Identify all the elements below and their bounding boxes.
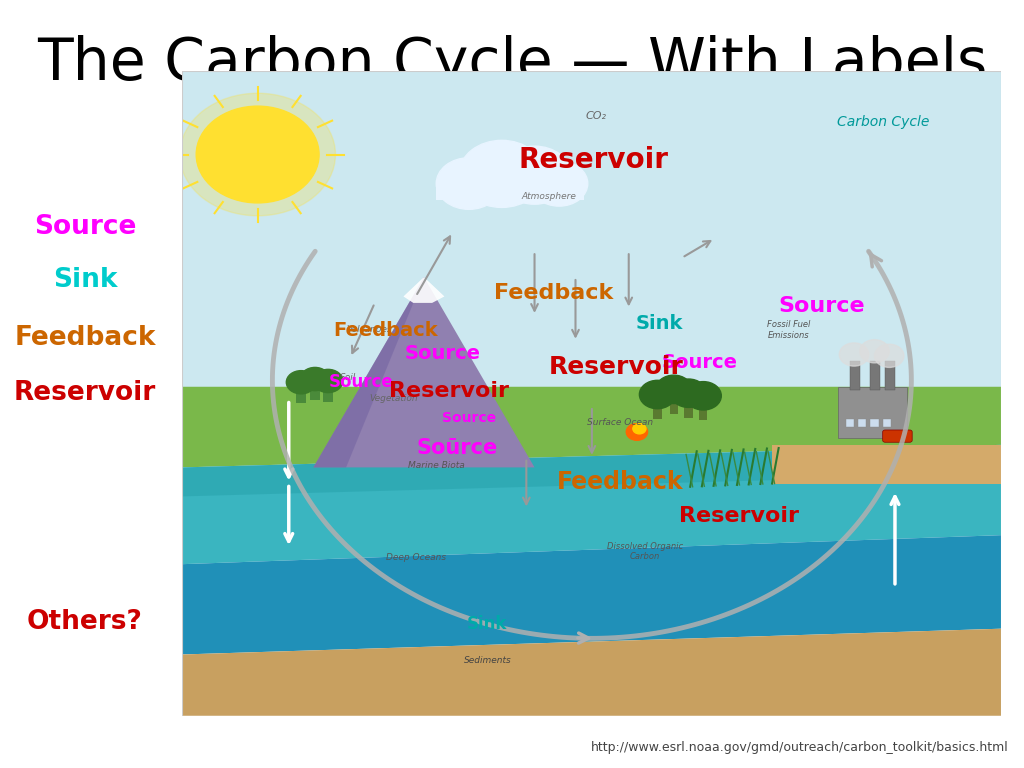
FancyBboxPatch shape bbox=[310, 383, 319, 399]
Text: Sink: Sink bbox=[53, 267, 117, 293]
FancyBboxPatch shape bbox=[296, 387, 306, 403]
Circle shape bbox=[860, 339, 889, 363]
FancyBboxPatch shape bbox=[670, 393, 678, 414]
Polygon shape bbox=[264, 277, 559, 468]
Circle shape bbox=[313, 369, 343, 392]
Text: Sink: Sink bbox=[635, 314, 683, 333]
Circle shape bbox=[655, 375, 692, 403]
FancyBboxPatch shape bbox=[324, 386, 333, 402]
Text: Sediments: Sediments bbox=[464, 657, 512, 665]
Bar bbox=[870, 361, 881, 390]
Circle shape bbox=[436, 157, 502, 210]
Circle shape bbox=[530, 161, 588, 206]
Polygon shape bbox=[182, 629, 1001, 716]
Text: Vegetation: Vegetation bbox=[370, 394, 418, 403]
Bar bbox=[885, 361, 895, 390]
Circle shape bbox=[498, 146, 571, 204]
Text: Source: Source bbox=[34, 214, 136, 240]
Text: Soūrce: Soūrce bbox=[416, 438, 498, 458]
Circle shape bbox=[633, 423, 646, 434]
Text: Sink: Sink bbox=[467, 615, 507, 633]
Bar bbox=[838, 387, 907, 439]
Text: Source: Source bbox=[404, 344, 481, 363]
Bar bbox=[846, 419, 854, 427]
Circle shape bbox=[627, 423, 647, 440]
Circle shape bbox=[459, 141, 545, 207]
Bar bbox=[182, 71, 1001, 445]
Text: http://www.esrl.noaa.gov/gmd/outreach/carbon_toolkit/basics.html: http://www.esrl.noaa.gov/gmd/outreach/ca… bbox=[591, 741, 1009, 754]
Polygon shape bbox=[182, 445, 1001, 564]
Text: Reservoir: Reservoir bbox=[679, 506, 800, 526]
Text: Carbon Cycle: Carbon Cycle bbox=[837, 115, 929, 129]
Text: Dissolved Organic
Carbon: Dissolved Organic Carbon bbox=[607, 541, 683, 561]
Text: Fossil Fuel
Emissions: Fossil Fuel Emissions bbox=[767, 320, 810, 339]
Polygon shape bbox=[403, 277, 444, 303]
Text: Soil: Soil bbox=[340, 372, 356, 382]
Text: Marine Biota: Marine Biota bbox=[408, 461, 465, 470]
Text: Source: Source bbox=[778, 296, 864, 316]
Polygon shape bbox=[182, 387, 1001, 468]
Text: Surface Ocean: Surface Ocean bbox=[588, 418, 653, 427]
FancyBboxPatch shape bbox=[883, 430, 912, 442]
Text: Reservoir: Reservoir bbox=[14, 380, 156, 406]
Text: Feedback: Feedback bbox=[333, 321, 437, 340]
Text: Reservoir: Reservoir bbox=[549, 356, 684, 379]
Text: CO₂: CO₂ bbox=[586, 111, 606, 121]
Circle shape bbox=[685, 382, 721, 410]
Text: Source: Source bbox=[329, 372, 393, 391]
Bar bbox=[870, 419, 879, 427]
Circle shape bbox=[197, 106, 319, 203]
Text: Others?: Others? bbox=[27, 609, 143, 635]
Polygon shape bbox=[182, 535, 1001, 654]
Text: Feedback: Feedback bbox=[14, 325, 156, 351]
FancyBboxPatch shape bbox=[699, 399, 708, 420]
Text: Reservoir: Reservoir bbox=[518, 146, 669, 174]
Bar bbox=[436, 180, 584, 200]
Circle shape bbox=[671, 379, 707, 407]
Polygon shape bbox=[182, 445, 1001, 496]
Text: Atmosphere: Atmosphere bbox=[522, 192, 577, 201]
Bar bbox=[883, 419, 891, 427]
Circle shape bbox=[287, 371, 315, 394]
Text: Reservoir: Reservoir bbox=[388, 381, 509, 402]
Text: Volcanoes: Volcanoes bbox=[346, 326, 392, 335]
Text: The Carbon Cycle — With Labels: The Carbon Cycle — With Labels bbox=[37, 35, 987, 91]
Bar bbox=[850, 361, 860, 390]
Circle shape bbox=[840, 343, 868, 366]
Text: Feedback: Feedback bbox=[494, 283, 613, 303]
Text: Deep Oceans: Deep Oceans bbox=[386, 553, 445, 562]
Bar bbox=[858, 419, 866, 427]
Circle shape bbox=[300, 367, 330, 391]
Circle shape bbox=[874, 344, 904, 367]
Circle shape bbox=[180, 93, 336, 216]
FancyBboxPatch shape bbox=[684, 397, 692, 418]
Circle shape bbox=[639, 380, 676, 409]
FancyBboxPatch shape bbox=[653, 399, 662, 419]
Polygon shape bbox=[772, 445, 1001, 484]
Text: Source: Source bbox=[442, 411, 496, 425]
Text: Source: Source bbox=[662, 353, 738, 372]
Text: Feedback: Feedback bbox=[557, 470, 684, 495]
Polygon shape bbox=[264, 277, 424, 468]
